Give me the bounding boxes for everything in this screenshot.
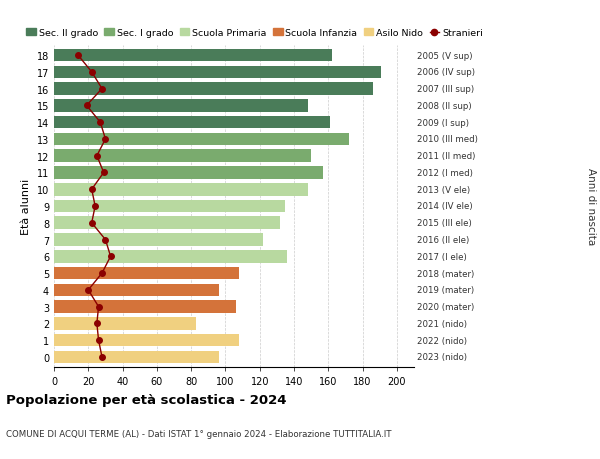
- Bar: [54, 133, 349, 146]
- Legend: Sec. II grado, Sec. I grado, Scuola Primaria, Scuola Infanzia, Asilo Nido, Stran: Sec. II grado, Sec. I grado, Scuola Prim…: [26, 29, 483, 38]
- Text: 2011 (II med): 2011 (II med): [417, 152, 475, 161]
- Text: Popolazione per età scolastica - 2024: Popolazione per età scolastica - 2024: [6, 393, 287, 406]
- Text: 2006 (IV sup): 2006 (IV sup): [417, 68, 475, 77]
- Bar: [54, 234, 263, 246]
- Bar: [54, 200, 286, 213]
- Text: 2021 (nido): 2021 (nido): [417, 319, 467, 328]
- Text: 2017 (I ele): 2017 (I ele): [417, 252, 467, 261]
- Text: COMUNE DI ACQUI TERME (AL) - Dati ISTAT 1° gennaio 2024 - Elaborazione TUTTITALI: COMUNE DI ACQUI TERME (AL) - Dati ISTAT …: [6, 429, 392, 438]
- Text: 2020 (mater): 2020 (mater): [417, 302, 474, 312]
- Bar: [54, 100, 308, 112]
- Bar: [54, 50, 332, 62]
- Bar: [54, 301, 236, 313]
- Bar: [54, 117, 330, 129]
- Text: Anni di nascita: Anni di nascita: [586, 168, 596, 245]
- Bar: [54, 334, 239, 347]
- Bar: [54, 167, 323, 179]
- Bar: [54, 251, 287, 263]
- Text: 2007 (III sup): 2007 (III sup): [417, 85, 474, 94]
- Text: 2016 (II ele): 2016 (II ele): [417, 235, 469, 245]
- Bar: [54, 318, 196, 330]
- Y-axis label: Età alunni: Età alunni: [21, 179, 31, 235]
- Bar: [54, 351, 218, 364]
- Text: 2013 (V ele): 2013 (V ele): [417, 185, 470, 194]
- Text: 2023 (nido): 2023 (nido): [417, 353, 467, 362]
- Text: 2014 (IV ele): 2014 (IV ele): [417, 202, 473, 211]
- Bar: [54, 284, 218, 297]
- Text: 2009 (I sup): 2009 (I sup): [417, 118, 469, 127]
- Text: 2005 (V sup): 2005 (V sup): [417, 51, 473, 61]
- Bar: [54, 267, 239, 280]
- Bar: [54, 184, 308, 196]
- Text: 2008 (II sup): 2008 (II sup): [417, 101, 472, 111]
- Text: 2018 (mater): 2018 (mater): [417, 269, 474, 278]
- Text: 2019 (mater): 2019 (mater): [417, 286, 474, 295]
- Text: 2022 (nido): 2022 (nido): [417, 336, 467, 345]
- Bar: [54, 217, 280, 230]
- Bar: [54, 150, 311, 162]
- Text: 2010 (III med): 2010 (III med): [417, 135, 478, 144]
- Bar: [54, 83, 373, 95]
- Bar: [54, 67, 382, 79]
- Text: 2012 (I med): 2012 (I med): [417, 168, 473, 178]
- Text: 2015 (III ele): 2015 (III ele): [417, 219, 472, 228]
